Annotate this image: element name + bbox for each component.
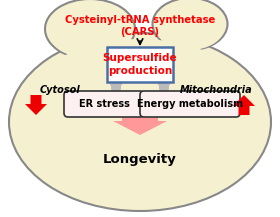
Text: Cytosol: Cytosol — [40, 85, 80, 95]
Ellipse shape — [13, 39, 267, 209]
Ellipse shape — [48, 3, 132, 59]
FancyArrow shape — [25, 95, 47, 115]
Text: Energy metabolism: Energy metabolism — [137, 99, 243, 109]
Text: Mitochondria: Mitochondria — [180, 85, 252, 95]
FancyBboxPatch shape — [140, 91, 240, 117]
Text: ER stress: ER stress — [79, 99, 129, 109]
FancyBboxPatch shape — [64, 91, 144, 117]
FancyArrow shape — [113, 113, 167, 135]
Ellipse shape — [45, 0, 135, 59]
Ellipse shape — [153, 0, 227, 50]
FancyBboxPatch shape — [107, 47, 173, 82]
FancyArrow shape — [233, 95, 255, 115]
FancyArrowPatch shape — [112, 77, 120, 87]
Ellipse shape — [155, 2, 225, 50]
Text: Cysteinyl-tRNA synthetase
(CARS): Cysteinyl-tRNA synthetase (CARS) — [65, 15, 215, 37]
Text: Supersulfide
production: Supersulfide production — [103, 53, 177, 76]
Ellipse shape — [9, 33, 271, 211]
FancyArrowPatch shape — [160, 77, 168, 87]
Text: Longevity: Longevity — [103, 153, 177, 166]
